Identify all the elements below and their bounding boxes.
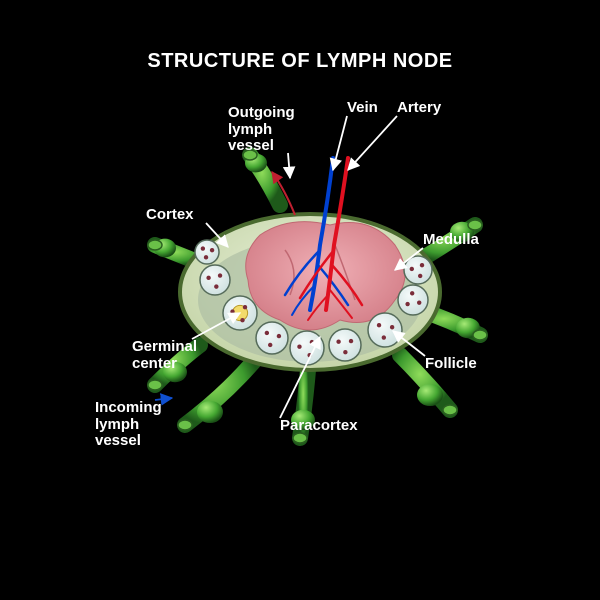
- label-follicle: Follicle: [425, 356, 477, 373]
- label-artery: Artery: [397, 100, 441, 117]
- label-medulla: Medulla: [423, 232, 479, 249]
- label-incoming: Incoming lymph vessel: [95, 400, 162, 450]
- label-paracortex: Paracortex: [280, 418, 358, 435]
- label-cortex: Cortex: [146, 207, 194, 224]
- label-vein: Vein: [347, 100, 378, 117]
- lymph-node-diagram: [0, 0, 600, 600]
- label-outgoing: Outgoing lymph vessel: [228, 105, 295, 155]
- label-germinal: Germinal center: [132, 339, 197, 372]
